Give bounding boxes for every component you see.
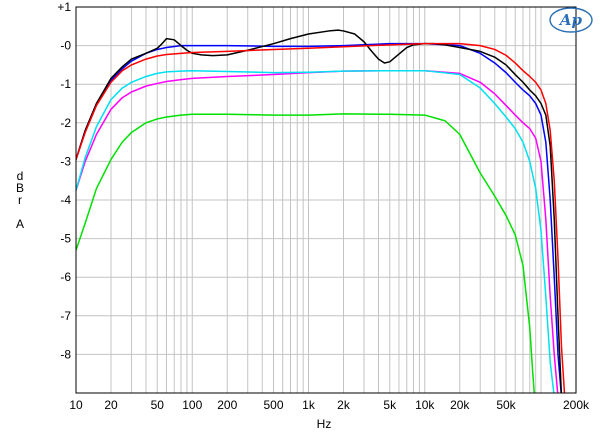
y-tick-label: -2	[60, 116, 71, 130]
y-axis-label-char: d	[17, 169, 24, 183]
series-line-5	[76, 29, 563, 393]
x-tick-label: 10k	[415, 398, 435, 412]
y-tick-label: -4	[60, 193, 71, 207]
x-tick-label: 500	[263, 398, 283, 412]
y-tick-labels: +1 -0 -1 -2 -3 -4 -5 -6 -7 -8	[57, 0, 71, 361]
series-line-4	[76, 42, 562, 393]
y-tick-label: -6	[60, 270, 71, 284]
x-tick-label: 1k	[302, 398, 316, 412]
x-tick-label: 200	[217, 398, 237, 412]
x-tick-label: 200k	[563, 398, 590, 412]
series-line-6	[76, 42, 566, 393]
x-tick-label: 100	[182, 398, 202, 412]
y-tick-label: -8	[60, 347, 71, 361]
y-tick-label: -5	[60, 232, 71, 246]
x-tick-label: 20k	[450, 398, 470, 412]
y-tick-label: -1	[60, 77, 71, 91]
series-line-1	[76, 113, 536, 393]
y-tick-label: -3	[60, 154, 71, 168]
y-tick-label: +1	[57, 0, 71, 14]
ap-logo-text: Ap	[558, 11, 583, 29]
y-axis-label-char: r	[18, 193, 22, 207]
x-tick-label: 50k	[496, 398, 516, 412]
x-tick-label: 2k	[337, 398, 351, 412]
series-group	[76, 29, 566, 393]
y-tick-label: -0	[60, 39, 71, 53]
x-tick-labels: 10 20 50 100 200 500 1k 2k 5k 10k 20k 50k 200k	[69, 398, 590, 412]
grid	[76, 7, 576, 393]
x-tick-label: 20	[104, 398, 118, 412]
x-tick-label: 50	[151, 398, 165, 412]
y-axis-label-char: A	[16, 217, 24, 231]
series-line-3	[76, 69, 555, 393]
plot-frame	[75, 6, 577, 394]
x-axis-label: Hz	[317, 417, 332, 431]
series-line-2	[76, 69, 559, 393]
x-tick-label: 5k	[383, 398, 397, 412]
ap-logo: Ap	[549, 7, 593, 33]
y-tick-label: -7	[60, 309, 71, 323]
x-tick-label: 10	[69, 398, 83, 412]
y-axis-label-char: B	[16, 181, 24, 195]
